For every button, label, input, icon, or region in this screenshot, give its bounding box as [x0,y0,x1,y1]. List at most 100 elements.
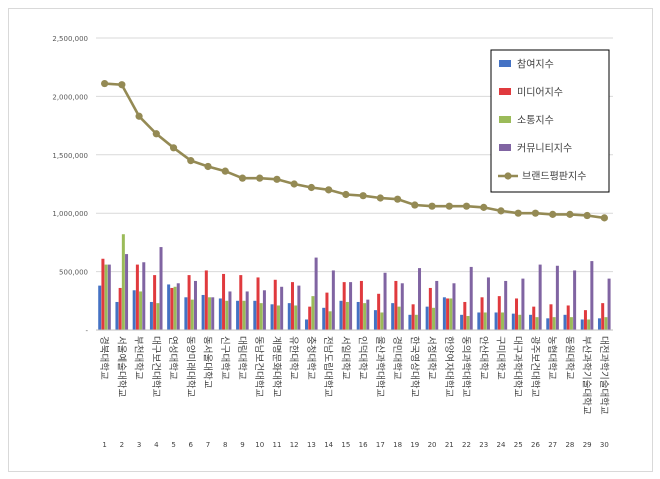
y-tick-label: 2,000,000 [52,93,88,101]
bar-커뮤니티지수 [125,254,129,330]
bar-미디어지수 [583,310,587,330]
bar-미디어지수 [118,287,122,330]
bar-커뮤니티지수 [383,272,387,330]
bar-소통지수 [500,312,504,330]
x-tick-label: 구미대학교 [495,336,506,380]
bar-참여지수 [287,303,291,330]
rank-label: 24 [497,441,506,449]
bar-소통지수 [466,315,470,330]
bar-커뮤니티지수 [418,268,422,330]
bar-소통지수 [328,311,332,330]
line-point [273,175,281,183]
line-point [549,210,557,218]
bar-소통지수 [242,300,246,330]
bar-소통지수 [569,317,573,330]
bar-소통지수 [397,306,401,330]
x-tick-label: 인덕대학교 [357,336,368,380]
bar-미디어지수 [566,305,570,330]
bar-미디어지수 [446,298,450,330]
x-tick-label: 동원대학교 [563,336,574,380]
legend-swatch [499,60,511,67]
bar-참여지수 [132,290,136,330]
bar-참여지수 [477,312,481,330]
line-point [393,195,402,203]
bar-참여지수 [580,319,584,330]
bar-참여지수 [442,297,446,330]
legend-label: 미디어지수 [517,87,563,99]
line-point [359,192,367,200]
bar-소통지수 [483,312,487,330]
bar-참여지수 [408,314,412,330]
bar-참여지수 [253,300,257,330]
bar-소통지수 [311,296,315,330]
rank-label: 4 [154,441,159,449]
legend-label: 소통지수 [517,115,554,127]
bar-참여지수 [236,300,240,330]
bar-미디어지수 [377,293,381,330]
rank-labels: 1 2 3 4 5 6 7 8 9 10 11 12 13 14 15 16 17 18 19 20 21 22 23 24 2… [102,441,608,449]
bar-커뮤니티지수 [228,291,232,330]
bar-참여지수 [201,294,205,330]
bar-미디어지수 [532,306,536,330]
x-tick-label: 동양미래대학교 [184,336,195,397]
bar-소통지수 [518,314,522,330]
rank-label: 14 [324,441,333,449]
bar-미디어지수 [601,303,605,330]
x-tick-label: 유한대학교 [288,336,299,380]
bar-미디어지수 [428,287,432,330]
bar-참여지수 [270,304,274,330]
bar-series [98,234,611,330]
bar-소통지수 [225,300,229,330]
line-point [204,162,212,171]
bar-소통지수 [173,286,177,330]
x-tick-label: 서정대학교 [426,336,437,380]
bar-미디어지수 [549,304,553,330]
bar-커뮤니티지수 [142,262,146,330]
bar-소통지수 [432,307,436,330]
y-tick-label: 500,000 [59,269,88,277]
bar-미디어지수 [239,275,243,330]
line-point [152,130,160,138]
x-tick-label: 한양여자대학교 [443,336,455,397]
rank-label: 13 [307,441,316,449]
line-point [221,167,229,175]
bar-미디어지수 [325,292,329,330]
bar-참여지수 [322,307,326,330]
bar-참여지수 [460,314,464,330]
bar-소통지수 [294,305,298,330]
bar-미디어지수 [480,297,484,330]
y-tick-label: 2,500,000 [52,35,88,43]
y-tick-label: - [85,327,88,335]
line-point [325,186,333,194]
bar-미디어지수 [497,296,501,330]
x-tick-label: 서울예술대학교 [115,336,126,397]
bar-미디어지수 [135,264,139,330]
bar-참여지수 [373,310,377,330]
line-point [238,174,247,182]
bar-소통지수 [552,317,556,330]
y-axis-ticks: - 500,000 1,000,000 1,500,000 2,000,000 2,500… [52,35,88,335]
bar-커뮤니티지수 [297,285,301,330]
bar-소통지수 [587,319,591,330]
bar-참여지수 [356,301,360,330]
x-tick-label: 안산대학교 [477,336,488,380]
legend-label: 브랜드평판지수 [522,171,586,183]
bar-미디어지수 [101,258,105,330]
bar-커뮤니티지수 [280,286,284,330]
rank-label: 25 [514,441,523,449]
line-series [101,79,608,222]
bar-미디어지수 [256,277,260,330]
rank-label: 8 [223,441,227,449]
rank-label: 7 [206,441,210,449]
x-tick-label: 대구보건대학교 [150,336,161,397]
bar-커뮤니티지수 [176,283,180,330]
rank-label: 26 [531,441,540,449]
bar-참여지수 [597,318,601,330]
x-tick-label: 신구대학교 [219,336,230,380]
line-point [135,112,143,120]
rank-label: 28 [565,441,574,449]
bar-미디어지수 [411,304,415,330]
line-point [411,201,419,209]
bar-미디어지수 [342,282,346,330]
rank-label: 11 [272,441,281,449]
